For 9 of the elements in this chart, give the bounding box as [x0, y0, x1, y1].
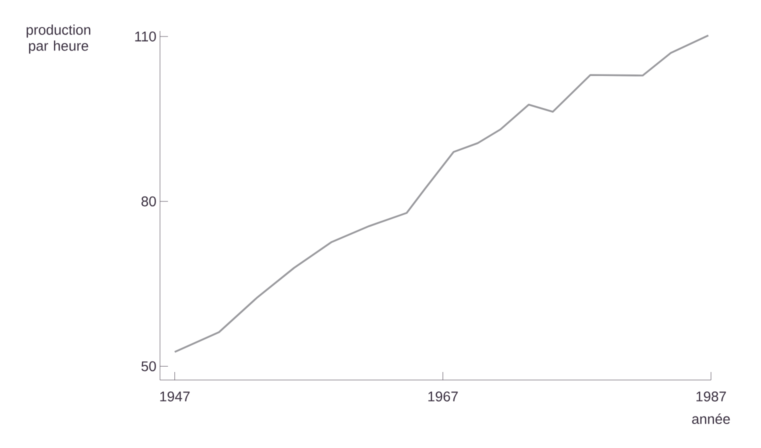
line-series: [174, 34, 710, 353]
x-tick-label: 1947: [160, 392, 190, 402]
x-tick-label: 1967: [428, 392, 458, 402]
y-axis-title: production par heure: [26, 24, 90, 54]
y-tick-label: 80: [142, 196, 156, 206]
y-tick-label: 110: [135, 32, 156, 42]
y-tick-label: 50: [141, 361, 156, 372]
x-axis-title: année: [692, 414, 730, 424]
x-tick-label: 1987: [696, 392, 726, 402]
